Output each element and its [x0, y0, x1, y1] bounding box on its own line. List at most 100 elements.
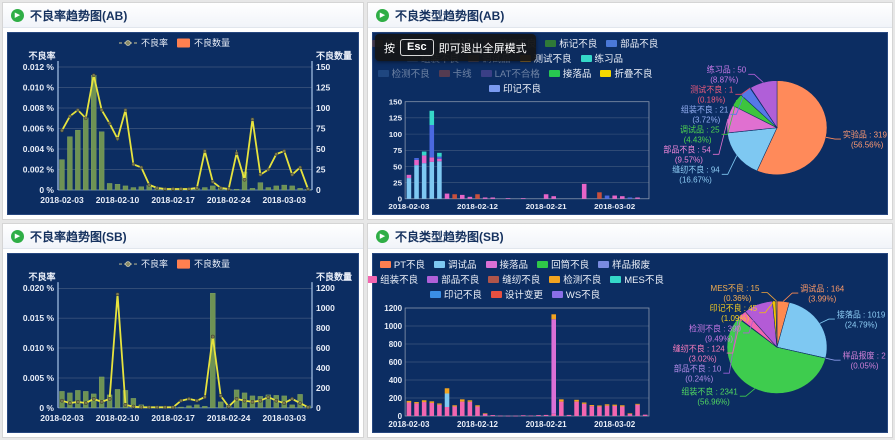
- legend-swatch: [600, 69, 612, 77]
- svg-text:800: 800: [316, 323, 330, 333]
- sb-stacked-bar-chart[interactable]: 0 200 400 600 800 1000 1200 2018-02-03 2018-02-1…: [373, 302, 657, 432]
- legend-swatch: [480, 69, 492, 77]
- svg-text:25: 25: [316, 165, 326, 175]
- svg-text:400: 400: [316, 363, 330, 373]
- legend-item-标记不良[interactable]: 标记不良: [545, 36, 597, 50]
- panel-ab-type: ▶ 不良类型趋势图(AB) 制绑不良实验品缝纫不良标记不良部品不良组装不良调试品…: [367, 2, 893, 220]
- chart-sb-type-trend[interactable]: PT不良 调试品 接落品 回筒不良 样品报废组装不良 部品不良 缝纫不良 检测不良 MES不良印…: [368, 253, 888, 433]
- svg-text:2018-02-24: 2018-02-24: [207, 195, 251, 205]
- count-bars[interactable]: [59, 75, 311, 191]
- legend-item-折叠不良[interactable]: 折叠不良: [600, 66, 652, 80]
- svg-text:不良数量: 不良数量: [316, 271, 352, 282]
- play-circle-icon: ▶: [11, 8, 24, 22]
- legend-item-PT不良[interactable]: PT不良: [379, 257, 425, 271]
- svg-text:400: 400: [389, 376, 403, 385]
- svg-text:2018-02-24: 2018-02-24: [207, 413, 251, 423]
- svg-text:0.004 %: 0.004 %: [23, 144, 55, 154]
- legend-item-接落品[interactable]: 接落品: [485, 257, 528, 271]
- svg-text:150: 150: [316, 62, 330, 72]
- svg-text:50: 50: [316, 144, 326, 154]
- stacked-bars[interactable]: [406, 110, 640, 199]
- ab-stacked-bar-chart[interactable]: 0 25 50 75 100 125 150 2018-02-03 2018-02-12 2018…: [373, 96, 657, 214]
- sb-defect-type-pie-chart[interactable]: 调试品 : 164 (3.99%) 接落品 : 1019 (24.79%) 样品报废 :…: [657, 254, 887, 432]
- legend-item-缝纫不良[interactable]: 缝纫不良: [488, 272, 540, 286]
- stacked-bars[interactable]: [406, 314, 648, 417]
- legend-item-样品报废[interactable]: 样品报废: [598, 257, 650, 271]
- legend-swatch: [429, 290, 441, 298]
- legend-item-LAT不合格[interactable]: LAT不合格: [480, 66, 540, 80]
- svg-text:75: 75: [316, 124, 326, 134]
- pie-slice-组装不良[interactable]: [726, 317, 826, 394]
- legend-swatch: [490, 290, 502, 298]
- svg-text:部品不良 : 54(9.57%): 部品不良 : 54 (9.57%): [663, 145, 711, 165]
- rate-line[interactable]: [61, 294, 309, 409]
- svg-text:部品不良 : 10(0.24%): 部品不良 : 10 (0.24%): [674, 363, 722, 383]
- svg-text:0.006 %: 0.006 %: [23, 124, 55, 134]
- panel-body: 制绑不良实验品缝纫不良标记不良部品不良组装不良调试品测试不良练习品检测不良卡线L…: [368, 28, 892, 219]
- legend-item-回筒不良[interactable]: 回筒不良: [537, 257, 589, 271]
- svg-text:200: 200: [389, 394, 403, 403]
- ab-pie-column: 实验品 : 319 (56.56%) 缝纫不良 : 94 (16.67%) 部品不良 :…: [657, 33, 887, 214]
- legend-swatch: [545, 39, 557, 47]
- legend-swatch: [548, 69, 560, 77]
- legend-item-组装不良[interactable]: 组装不良: [368, 272, 418, 286]
- count-bars[interactable]: [59, 292, 311, 409]
- svg-text:800: 800: [389, 340, 403, 349]
- panel-title-ab-rate: 不良率趋势图(AB): [30, 8, 128, 23]
- svg-text:不良数量: 不良数量: [194, 37, 230, 48]
- legend-item-练习品[interactable]: 练习品: [580, 51, 623, 65]
- rate-line[interactable]: [61, 75, 309, 190]
- svg-text:0.010 %: 0.010 %: [23, 83, 55, 93]
- ab-defect-type-pie-chart[interactable]: 实验品 : 319 (56.56%) 缝纫不良 : 94 (16.67%)部品不良 :…: [657, 33, 887, 214]
- legend-item-WS不良[interactable]: WS不良: [551, 287, 600, 301]
- legend-swatch: [537, 260, 549, 268]
- chart-ab-type-trend[interactable]: 制绑不良实验品缝纫不良标记不良部品不良组装不良调试品测试不良练习品检测不良卡线L…: [371, 32, 888, 215]
- panel-title-sb-type: 不良类型趋势图(SB): [395, 229, 504, 244]
- svg-text:50: 50: [393, 162, 403, 171]
- legend-item-MES不良[interactable]: MES不良: [610, 272, 664, 286]
- legend-swatch: [598, 260, 610, 268]
- panel-body: 不良率 不良数量 不良率 不良数量 0 % 0.005 % 0.010 % 0.015 % 0.…: [3, 249, 363, 437]
- panel-header-sb-type: ▶ 不良类型趋势图(SB): [368, 224, 892, 249]
- svg-text:2018-02-17: 2018-02-17: [151, 195, 195, 205]
- svg-text:2018-02-21: 2018-02-21: [526, 202, 568, 211]
- pie-slice-练习品[interactable]: [750, 80, 778, 129]
- legend-item-卡线[interactable]: 卡线: [438, 66, 472, 80]
- legend-swatch: [488, 275, 500, 283]
- legend-item-接落品[interactable]: 接落品: [548, 66, 591, 80]
- play-circle-icon: ▶: [376, 8, 389, 22]
- legend-swatch: [368, 275, 378, 283]
- svg-text:接落品 : 1019(24.79%): 接落品 : 1019 (24.79%): [837, 309, 886, 329]
- legend-item-调试品[interactable]: 调试品: [434, 257, 477, 271]
- legend-item-设计变更[interactable]: 设计变更: [490, 287, 543, 301]
- legend-item-印记不良[interactable]: 印记不良: [429, 287, 482, 301]
- svg-text:1200: 1200: [384, 304, 402, 313]
- svg-text:缝纫不良 : 94(16.67%): 缝纫不良 : 94 (16.67%): [672, 165, 720, 185]
- chart-sb-rate-trend[interactable]: 不良率 不良数量 不良率 不良数量 0 % 0.005 % 0.010 % 0.015 % 0.…: [7, 253, 359, 433]
- legend-item-部品不良[interactable]: 部品不良: [427, 272, 479, 286]
- sb-type-legend: PT不良 调试品 接落品 回筒不良 样品报废组装不良 部品不良 缝纫不良 检测不良 MES不良印…: [368, 254, 664, 302]
- svg-text:125: 125: [389, 114, 403, 123]
- svg-text:练习品 : 50(8.87%): 练习品 : 50 (8.87%): [707, 65, 747, 85]
- legend-item-检测不良[interactable]: 检测不良: [377, 66, 430, 80]
- legend-swatch: [606, 39, 618, 47]
- legend-item-印记不良[interactable]: 印记不良: [488, 81, 541, 95]
- play-circle-icon: ▶: [11, 229, 24, 243]
- svg-text:实验品 : 319(56.56%): 实验品 : 319 (56.56%): [843, 129, 887, 149]
- legend-item-部品不良[interactable]: 部品不良: [606, 36, 658, 50]
- chart-ab-rate-trend[interactable]: 不良率 不良数量 不良率 不良数量 0 % 0.002 % 0.004 % 0.006 % 0.…: [7, 32, 359, 215]
- svg-text:2018-02-12: 2018-02-12: [457, 420, 499, 429]
- legend-item-检测不良[interactable]: 检测不良: [549, 272, 601, 286]
- svg-text:0.020 %: 0.020 %: [23, 283, 55, 293]
- pie-slice-实验品[interactable]: [756, 80, 828, 175]
- legend-swatch: [434, 260, 446, 268]
- svg-text:600: 600: [316, 343, 330, 353]
- svg-text:检测不良 : 390(9.49%): 检测不良 : 390 (9.49%): [689, 323, 741, 343]
- play-circle-icon: ▶: [376, 229, 389, 243]
- panel-title-sb-rate: 不良率趋势图(SB): [30, 229, 127, 244]
- svg-text:1200: 1200: [316, 283, 335, 293]
- svg-text:不良率: 不良率: [141, 258, 168, 269]
- svg-text:印记不良 : 45(1.09%): 印记不良 : 45 (1.09%): [710, 303, 758, 323]
